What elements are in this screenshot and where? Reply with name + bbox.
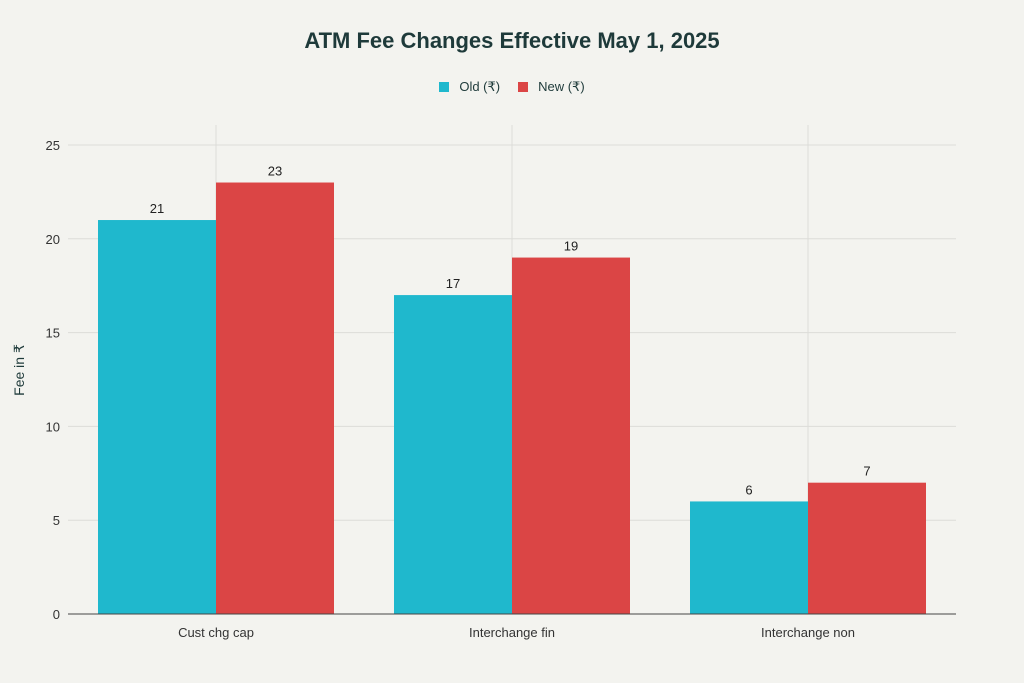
- bar: [394, 295, 512, 614]
- chart-title: ATM Fee Changes Effective May 1, 2025: [304, 28, 720, 53]
- legend-label-new: New (₹): [538, 79, 585, 94]
- data-label: 6: [745, 482, 752, 497]
- legend-item-old: Old (₹): [439, 79, 500, 95]
- x-tick-label: Interchange non: [761, 625, 855, 640]
- y-tick-label: 20: [46, 232, 60, 247]
- legend-item-new: New (₹): [518, 79, 585, 95]
- x-tick-label: Cust chg cap: [178, 625, 254, 640]
- x-tick-label: Interchange fin: [469, 625, 555, 640]
- data-label: 17: [446, 276, 460, 291]
- y-tick-label: 15: [46, 326, 60, 341]
- data-label: 23: [268, 164, 282, 179]
- data-label: 21: [150, 201, 164, 216]
- bar: [216, 182, 334, 614]
- bar: [512, 257, 630, 614]
- bar: [808, 482, 926, 614]
- y-axis-label: Fee in ₹: [11, 344, 27, 396]
- y-tick-label: 5: [53, 513, 60, 528]
- bar: [690, 501, 808, 614]
- y-tick-label: 10: [46, 419, 60, 434]
- data-label: 19: [564, 239, 578, 254]
- legend-swatch-new: [518, 82, 529, 92]
- y-tick-label: 0: [53, 607, 60, 622]
- legend: Old (₹) New (₹): [0, 79, 1024, 95]
- legend-swatch-old: [439, 82, 450, 92]
- data-label: 7: [863, 464, 870, 479]
- y-tick-label: 25: [46, 138, 60, 153]
- bar: [98, 220, 216, 615]
- legend-label-old: Old (₹): [459, 79, 501, 94]
